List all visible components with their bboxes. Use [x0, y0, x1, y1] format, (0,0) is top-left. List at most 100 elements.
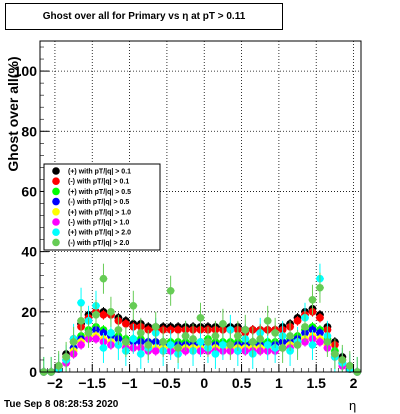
- data-point: [248, 338, 257, 346]
- data-point: [99, 274, 108, 283]
- data-point: [219, 320, 227, 328]
- data-point: [219, 341, 227, 349]
- data-point: [99, 311, 108, 319]
- data-point: [114, 341, 123, 349]
- data-point: [204, 338, 212, 346]
- legend-marker: [52, 238, 60, 247]
- x-tick-label: 0.5: [232, 375, 252, 391]
- timestamp: Tue Sep 8 08:28:53 2020: [4, 399, 119, 410]
- legend-entry: (+) with pT/|q| > 0.5: [68, 189, 131, 196]
- legend-box: [43, 163, 161, 251]
- data-point: [92, 311, 100, 319]
- data-point: [234, 347, 242, 355]
- data-point: [263, 317, 272, 325]
- data-point: [271, 329, 279, 337]
- data-point: [166, 286, 175, 295]
- y-tick-label: 80: [21, 123, 37, 139]
- legend-marker: [52, 197, 60, 206]
- data-point: [136, 329, 145, 337]
- data-point: [129, 302, 138, 310]
- legend: (+) with pT/|q| > 0.1 (-) with pT/|q| > 0…: [43, 163, 161, 251]
- legend-marker: [52, 187, 60, 196]
- data-point: [159, 338, 167, 346]
- data-point: [256, 335, 265, 343]
- x-tick-label: 0: [200, 375, 208, 391]
- data-point: [122, 338, 130, 346]
- data-point: [69, 338, 78, 346]
- data-point: [293, 341, 302, 349]
- data-point: [316, 338, 324, 346]
- x-tick-label: −0.5: [153, 375, 181, 391]
- data-point: [316, 314, 324, 322]
- data-point: [278, 344, 287, 352]
- data-point: [151, 347, 160, 355]
- data-point: [301, 338, 309, 346]
- data-point: [77, 341, 85, 349]
- data-point: [136, 350, 145, 358]
- data-point: [92, 335, 100, 343]
- legend-marker: [52, 208, 60, 216]
- data-point: [62, 353, 70, 361]
- data-point: [346, 362, 354, 370]
- data-point: [189, 335, 197, 343]
- chart-title: Ghost over all for Primary vs η at pT > …: [5, 3, 283, 30]
- data-point: [54, 362, 63, 370]
- data-point: [234, 332, 242, 340]
- legend-entry: (+) with pT/|q| > 0.1: [68, 169, 131, 176]
- x-tick-label: 1.5: [306, 375, 326, 391]
- data-point: [301, 323, 309, 331]
- data-point: [286, 347, 294, 355]
- legend-marker: [52, 228, 60, 236]
- x-tick-label: 1: [275, 375, 283, 391]
- series-7: [39, 263, 362, 376]
- y-tick-label: 40: [21, 244, 37, 260]
- data-point: [107, 329, 115, 337]
- data-point: [316, 283, 324, 292]
- data-point: [331, 350, 339, 358]
- data-point: [77, 298, 85, 307]
- data-point: [263, 341, 272, 349]
- data-point: [293, 317, 302, 325]
- legend-entry: (-) with pT/|q| > 2.0: [68, 240, 129, 247]
- data-point: [114, 326, 123, 334]
- data-point: [316, 329, 324, 337]
- data-point: [129, 335, 138, 343]
- data-point: [308, 295, 317, 304]
- y-tick-label: 20: [21, 304, 37, 320]
- x-axis-label: η: [349, 398, 357, 413]
- data-point: [166, 341, 175, 349]
- data-point: [338, 356, 347, 364]
- y-tick-label: 60: [21, 183, 37, 199]
- data-point: [211, 332, 220, 340]
- y-axis-label: Ghost over all(%): [5, 56, 21, 172]
- x-tick-label: −1: [122, 375, 138, 391]
- legend-entry: (-) with pT/|q| > 0.1: [68, 179, 129, 186]
- data-point: [181, 332, 190, 340]
- plot-frame: [39, 40, 362, 373]
- data-point: [99, 344, 108, 352]
- legend-entry: (+) with pT/|q| > 2.0: [68, 230, 131, 237]
- data-point: [144, 341, 153, 349]
- x-tick-label: 2: [350, 375, 358, 391]
- data-point: [286, 332, 294, 340]
- data-point: [84, 329, 93, 337]
- data-point: [196, 314, 205, 322]
- legend-marker: [52, 177, 60, 185]
- data-point: [181, 347, 190, 355]
- x-tick-label: −2: [47, 375, 63, 391]
- data-point: [174, 344, 182, 352]
- data-point: [323, 338, 332, 346]
- data-point: [271, 344, 279, 352]
- data-point: [308, 341, 317, 349]
- data-point: [226, 341, 235, 349]
- y-tick-label: 100: [14, 63, 38, 79]
- data-point: [77, 317, 85, 325]
- data-point: [122, 320, 130, 328]
- legend-marker: [52, 167, 60, 175]
- data-point: [211, 350, 220, 358]
- data-series: [39, 263, 362, 376]
- legend-entry: (+) with pT/|q| > 1.0: [68, 209, 131, 216]
- data-point: [107, 308, 115, 316]
